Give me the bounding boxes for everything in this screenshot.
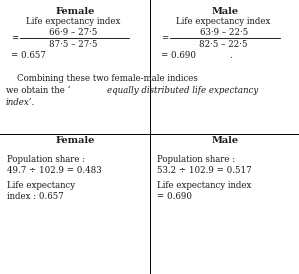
Text: 49.7 ÷ 102.9 = 0.483: 49.7 ÷ 102.9 = 0.483	[7, 166, 102, 175]
Text: equally distributed life expectancy: equally distributed life expectancy	[107, 86, 258, 95]
Text: 87·5 – 27·5: 87·5 – 27·5	[49, 41, 97, 49]
Text: Life expectancy index: Life expectancy index	[157, 181, 251, 190]
Text: Male: Male	[211, 136, 238, 145]
Text: Male: Male	[211, 7, 238, 16]
Text: Life expectancy index: Life expectancy index	[26, 17, 120, 26]
Text: Combining these two female-male indices: Combining these two female-male indices	[6, 74, 198, 83]
Text: 82·5 – 22·5: 82·5 – 22·5	[199, 41, 248, 49]
Text: =: =	[11, 34, 19, 43]
Text: 66·9 – 27·5: 66·9 – 27·5	[49, 28, 97, 36]
Text: Life expectancy: Life expectancy	[7, 181, 76, 190]
Text: = 0.657: = 0.657	[11, 52, 46, 60]
Text: Female: Female	[55, 136, 94, 145]
Text: 53.2 ÷ 102.9 = 0.517: 53.2 ÷ 102.9 = 0.517	[157, 166, 251, 175]
Text: .: .	[229, 52, 231, 60]
Text: Life expectancy index: Life expectancy index	[176, 17, 271, 26]
Text: Population share :: Population share :	[7, 155, 86, 164]
Text: 63·9 – 22·5: 63·9 – 22·5	[199, 28, 248, 36]
Text: Female: Female	[55, 7, 94, 16]
Text: index : 0.657: index : 0.657	[7, 192, 64, 201]
Text: index’.: index’.	[6, 98, 35, 107]
Text: = 0.690: = 0.690	[157, 192, 192, 201]
Text: we obtain the ‘: we obtain the ‘	[6, 86, 70, 95]
Text: = 0.690: = 0.690	[161, 52, 196, 60]
Text: Population share :: Population share :	[157, 155, 235, 164]
Text: =: =	[161, 34, 168, 43]
